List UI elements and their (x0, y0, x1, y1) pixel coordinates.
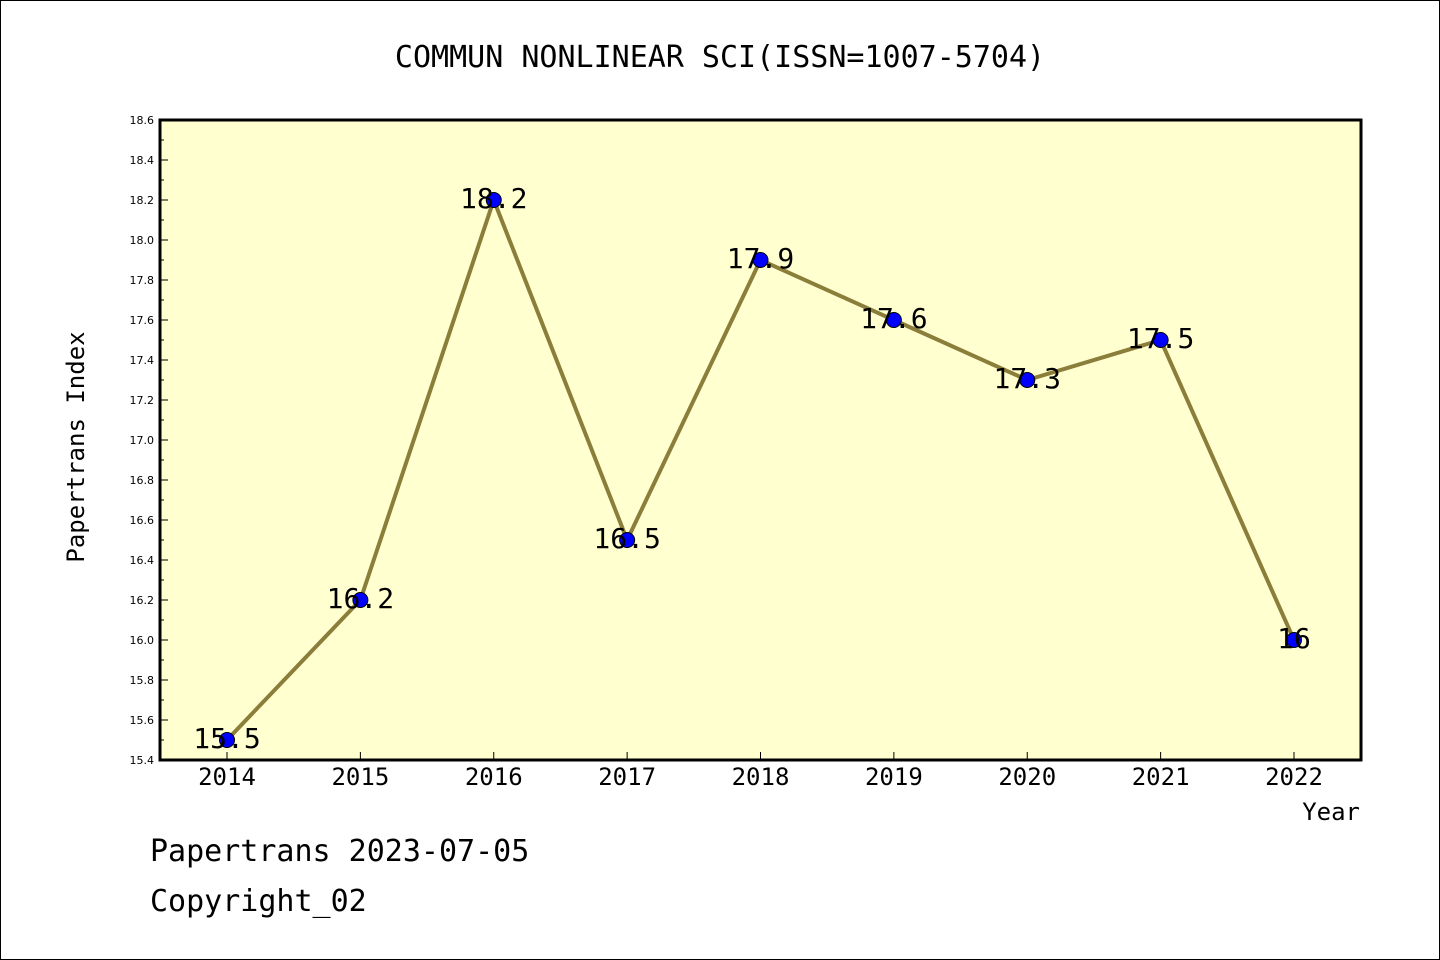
data-label: 18.2 (460, 182, 527, 215)
y-tick-label: 16.4 (130, 554, 155, 567)
y-axis-label: Papertrans Index (62, 331, 90, 562)
footer-copyright: Copyright_02 (150, 884, 367, 919)
data-label: 17.9 (727, 242, 794, 275)
x-tick-label: 2020 (998, 763, 1056, 791)
y-tick-label: 17.6 (130, 314, 155, 327)
y-axis-ticks: 15.4 15.6 15.8 16.0 16.2 16.4 16.6 16.8 17.0 17.2… (130, 114, 168, 767)
footer-date: Papertrans 2023-07-05 (150, 834, 530, 869)
y-tick-label: 18.4 (130, 154, 155, 167)
x-tick-label: 2014 (198, 763, 256, 791)
data-point (752, 252, 769, 268)
y-tick-label: 16.0 (130, 634, 155, 647)
data-points (219, 192, 1302, 748)
data-point (1286, 632, 1302, 648)
data-label: 15.5 (193, 722, 260, 755)
y-tick-label: 18.6 (130, 114, 155, 127)
y-tick-label: 17.0 (130, 434, 155, 447)
y-tick-label: 15.8 (130, 674, 155, 687)
data-point (1152, 332, 1169, 348)
y-tick-label: 17.2 (130, 394, 155, 407)
data-point (352, 592, 369, 608)
data-label: 16 (1277, 622, 1311, 655)
chart-title: COMMUN NONLINEAR SCI(ISSN=1007-5704) (395, 40, 1045, 75)
x-tick-label: 2017 (598, 763, 656, 791)
data-point (1019, 372, 1036, 388)
x-tick-label: 2022 (1265, 763, 1323, 791)
y-tick-label: 17.4 (130, 354, 155, 367)
y-tick-label: 16.2 (130, 594, 155, 607)
data-point (485, 192, 502, 208)
x-tick-label: 2019 (865, 763, 923, 791)
data-label: 16.2 (327, 582, 394, 615)
data-label: 16.5 (593, 522, 660, 555)
data-point (219, 732, 235, 748)
plot-area (158, 118, 1363, 762)
data-labels: 15.5 16.2 18.2 16.5 17.9 17.6 17.3 17.5 16 (193, 182, 1311, 755)
x-tick-label: 2015 (331, 763, 389, 791)
x-tick-label: 2021 (1132, 763, 1190, 791)
data-point (619, 532, 636, 548)
x-axis-label: Year (1302, 798, 1360, 826)
y-tick-label: 18.0 (130, 234, 155, 247)
data-label: 17.6 (860, 302, 927, 335)
data-label: 17.5 (1127, 322, 1194, 355)
y-tick-label: 17.8 (130, 274, 155, 287)
data-point (885, 312, 902, 328)
x-tick-label: 2016 (465, 763, 523, 791)
y-tick-label: 15.4 (130, 754, 155, 767)
data-label: 17.3 (994, 362, 1061, 395)
y-tick-label: 16.8 (130, 474, 155, 487)
y-tick-label: 15.6 (130, 714, 155, 727)
x-axis-ticks: 2014 2015 2016 2017 2018 2019 2020 2021 2022 (198, 752, 1323, 791)
y-tick-label: 16.6 (130, 514, 155, 527)
x-tick-label: 2018 (732, 763, 790, 791)
y-tick-label: 18.2 (130, 194, 155, 207)
